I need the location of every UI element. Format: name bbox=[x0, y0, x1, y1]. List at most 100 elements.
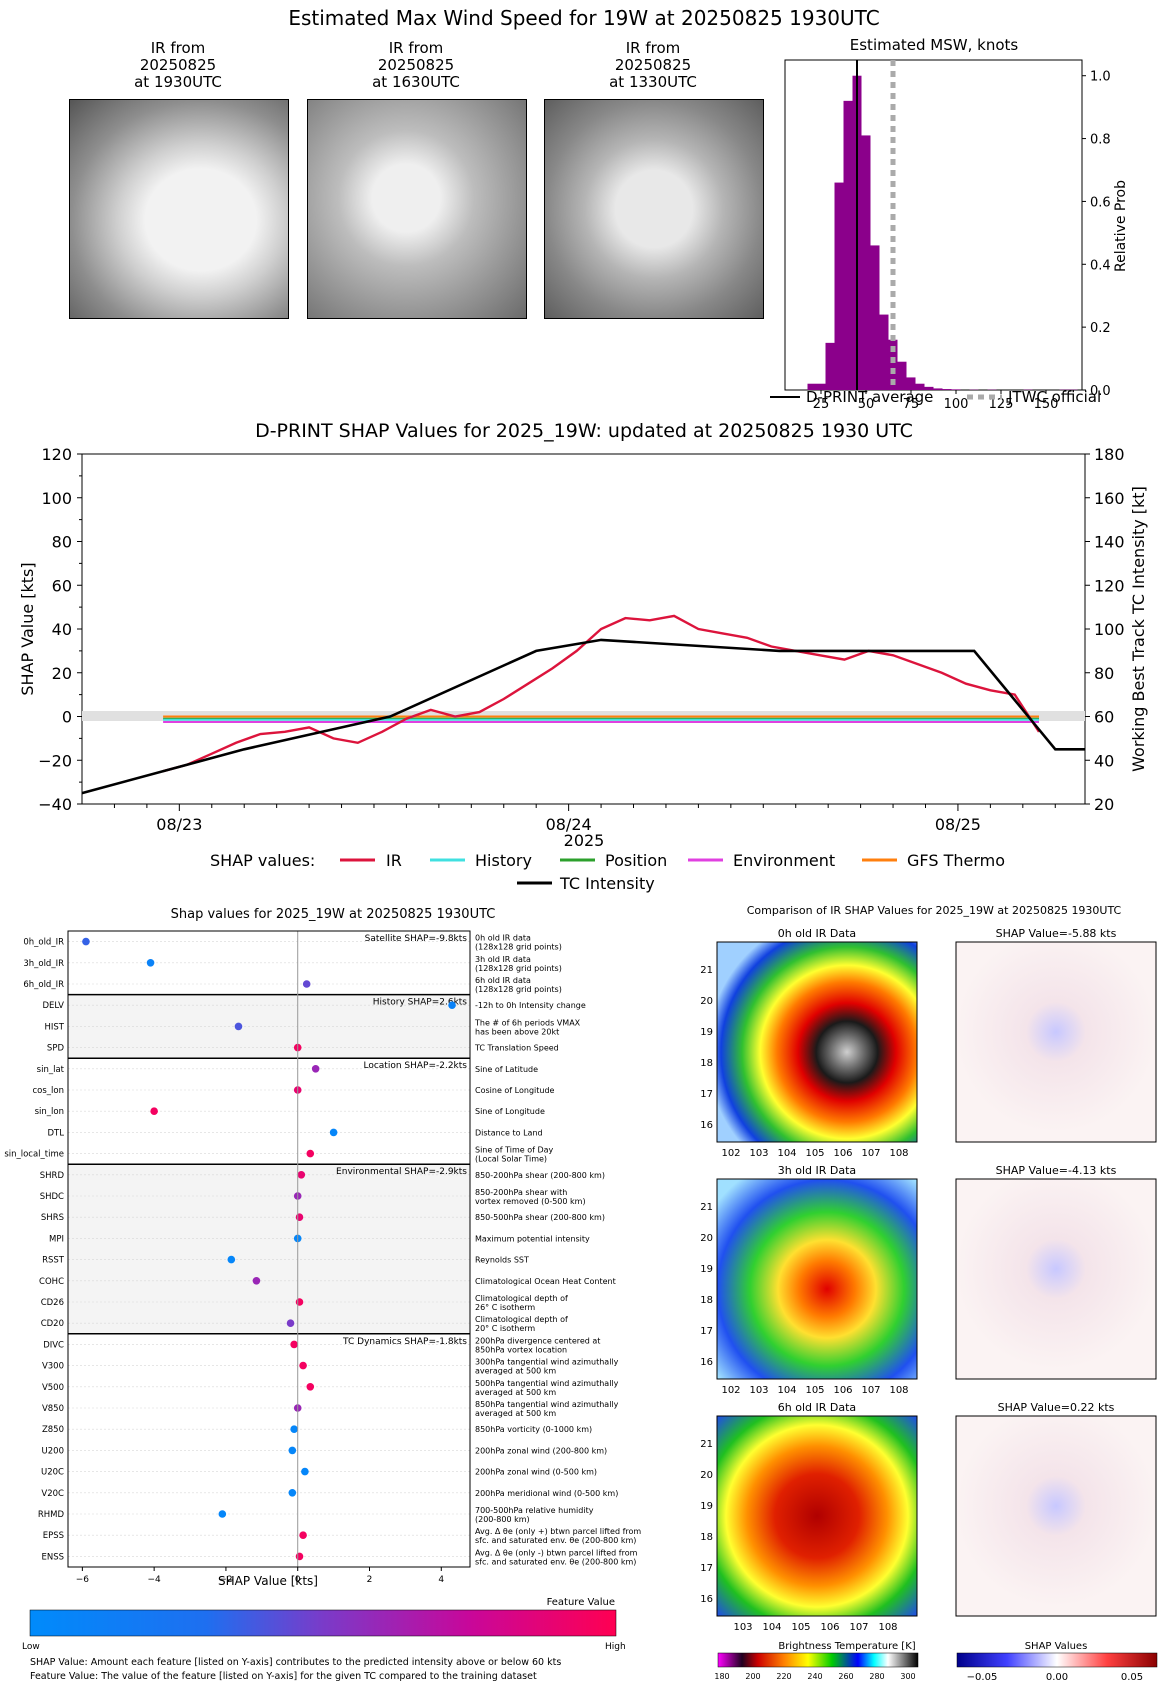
legend-avg-label: D-PRINT average bbox=[806, 388, 933, 406]
hist-xtick-label: 25 bbox=[813, 397, 830, 410]
hist-bar bbox=[951, 389, 961, 390]
feature-name: sin_local_time bbox=[4, 1150, 64, 1160]
map-xtick-label: 106 bbox=[833, 1385, 852, 1396]
ts-yticks-right: 180 160 140 120 100 80 60 40 20 bbox=[1085, 445, 1125, 814]
map-xtick-label: 106 bbox=[820, 1622, 839, 1633]
feature-xtick-label: 2 bbox=[367, 1575, 373, 1585]
feature-name: SPD bbox=[47, 1044, 65, 1054]
feature-name: 0h_old_IR bbox=[23, 938, 64, 948]
legend-title: SHAP values: bbox=[210, 851, 315, 870]
ts-title: D-PRINT SHAP Values for 2025_19W: update… bbox=[255, 420, 913, 442]
map-xtick-label: 108 bbox=[878, 1622, 897, 1633]
map-ytick-label: 16 bbox=[700, 1594, 713, 1605]
main-title: Estimated Max Wind Speed for 19W at 2025… bbox=[288, 6, 880, 30]
map-ytick-label: 17 bbox=[700, 1089, 713, 1100]
group-label: Environmental SHAP=-2.9kts bbox=[336, 1167, 467, 1177]
hist-bar bbox=[825, 342, 835, 390]
map-xtick-label: 103 bbox=[733, 1622, 752, 1633]
feature-desc: 200hPa zonal wind (200-800 km) bbox=[475, 1446, 607, 1455]
feature-name: sin_lat bbox=[37, 1065, 65, 1075]
hist-ytick-label: 1.0 bbox=[1090, 70, 1111, 85]
compare-left-title: 6h old IR Data bbox=[778, 1401, 856, 1414]
feature-name: HIST bbox=[45, 1022, 65, 1032]
feature-point bbox=[448, 1001, 456, 1009]
feature-name: DELV bbox=[42, 1001, 64, 1011]
map-ytick-label: 20 bbox=[700, 1470, 713, 1481]
hist-bar bbox=[843, 100, 853, 390]
feature-point bbox=[286, 1319, 295, 1327]
feature-point bbox=[295, 1213, 304, 1221]
shap-tick-label: 0.05 bbox=[1121, 1672, 1143, 1683]
feature-point bbox=[234, 1022, 243, 1031]
feature-desc: averaged at 500 km bbox=[475, 1388, 556, 1397]
map-ytick-label: 21 bbox=[700, 1439, 713, 1450]
ir-map bbox=[716, 1415, 918, 1617]
feature-desc: 200hPa divergence centered at bbox=[475, 1336, 600, 1345]
ir-label-line: 20250825 bbox=[377, 56, 455, 74]
map-xtick-label: 102 bbox=[721, 1385, 740, 1396]
feature-desc: sfc. and saturated env. θe (200-800 km) bbox=[475, 1536, 636, 1545]
note-feature: Feature Value: The value of the feature … bbox=[30, 1671, 537, 1682]
feature-desc: 300hPa tangential wind azimuthally bbox=[475, 1358, 619, 1367]
map-ytick-label: 16 bbox=[700, 1120, 713, 1131]
map-xtick-label: 105 bbox=[805, 1148, 824, 1159]
compare-rows: 0h old IR Data SHAP Value=-5.88 kts 21 20 19… bbox=[700, 927, 1157, 1633]
feature-desc: Sine of Latitude bbox=[475, 1065, 538, 1074]
feature-name: DTL bbox=[48, 1128, 65, 1138]
hist-bar bbox=[924, 386, 934, 390]
ts-ytick-left-label: 40 bbox=[52, 620, 72, 639]
feature-name: sin_lon bbox=[35, 1107, 64, 1117]
ts-xlabel: 2025 bbox=[564, 831, 605, 850]
feature-shap-panel: Shap values for 2025_19W at 20250825 193… bbox=[4, 907, 641, 1682]
shap-map bbox=[955, 1178, 1157, 1380]
hist-bar bbox=[807, 383, 817, 390]
ts-xtick-label: 08/25 bbox=[935, 815, 981, 834]
map-xtick-label: 108 bbox=[889, 1385, 908, 1396]
feature-desc: 850hPa vorticity (0-1000 km) bbox=[475, 1425, 592, 1434]
ir-label-line: 20250825 bbox=[139, 56, 217, 74]
map-xtick-label: 105 bbox=[791, 1622, 810, 1633]
map-xtick-label: 107 bbox=[861, 1385, 880, 1396]
group-band bbox=[68, 1164, 470, 1334]
ts-xticks: 08/23 08/24 08/25 bbox=[113, 804, 1056, 834]
legend-gfs: GFS Thermo bbox=[907, 851, 1005, 870]
feature-point bbox=[297, 1171, 306, 1179]
hist-xtick-label: 100 bbox=[944, 397, 969, 410]
shap-tick-label: −0.05 bbox=[967, 1672, 998, 1683]
feature-point bbox=[288, 1446, 297, 1455]
feature-desc: 20° C isotherm bbox=[475, 1324, 535, 1333]
hist-xticks: 25 50 75 100 125 150 bbox=[813, 390, 1058, 410]
feature-name: DIVC bbox=[43, 1340, 64, 1350]
feature-desc: 500hPa tangential wind azimuthally bbox=[475, 1379, 619, 1388]
group-label: Location SHAP=-2.2kts bbox=[363, 1061, 467, 1071]
hist-bars bbox=[807, 75, 1078, 390]
colorbar-low: Low bbox=[22, 1642, 40, 1652]
hist-bar bbox=[942, 389, 952, 390]
feature-point bbox=[302, 980, 311, 988]
feature-xtick-label: −6 bbox=[76, 1575, 90, 1585]
feature-point bbox=[299, 1361, 307, 1370]
ir-map bbox=[716, 941, 918, 1143]
map-xtick-label: 103 bbox=[749, 1148, 768, 1159]
feature-point bbox=[290, 1425, 298, 1433]
ts-series-ir bbox=[162, 614, 1041, 773]
ts-ytick-left-label: 60 bbox=[52, 576, 72, 595]
feature-point bbox=[290, 1340, 298, 1349]
hist-xtick-label: 125 bbox=[989, 397, 1014, 410]
ir-panel-label-2: IR from 20250825 at 1630UTC bbox=[306, 40, 526, 91]
map-xtick-label: 107 bbox=[861, 1148, 880, 1159]
bt-tick-label: 240 bbox=[807, 1672, 822, 1681]
feature-name: 3h_old_IR bbox=[23, 959, 64, 969]
feature-desc: Maximum potential intensity bbox=[475, 1234, 590, 1243]
ir-compare-panel: Comparison of IR SHAP Values for 2025_19… bbox=[700, 904, 1158, 1683]
ts-ylabel-left: SHAP Value [kts] bbox=[18, 562, 37, 695]
feature-desc: Sine of Longitude bbox=[475, 1107, 545, 1116]
hist-bar bbox=[861, 135, 871, 390]
ts-ytick-left-label: −20 bbox=[38, 751, 72, 770]
compare-right-title: SHAP Value=-5.88 kts bbox=[996, 927, 1117, 940]
feature-desc: has been above 20kt bbox=[475, 1027, 559, 1036]
shap-colorbar bbox=[956, 1652, 1158, 1668]
note-shap: SHAP Value: Amount each feature [listed … bbox=[30, 1657, 561, 1668]
shap-cbar-title: SHAP Values bbox=[1025, 1641, 1088, 1652]
feature-desc: TC Translation Speed bbox=[474, 1044, 559, 1053]
